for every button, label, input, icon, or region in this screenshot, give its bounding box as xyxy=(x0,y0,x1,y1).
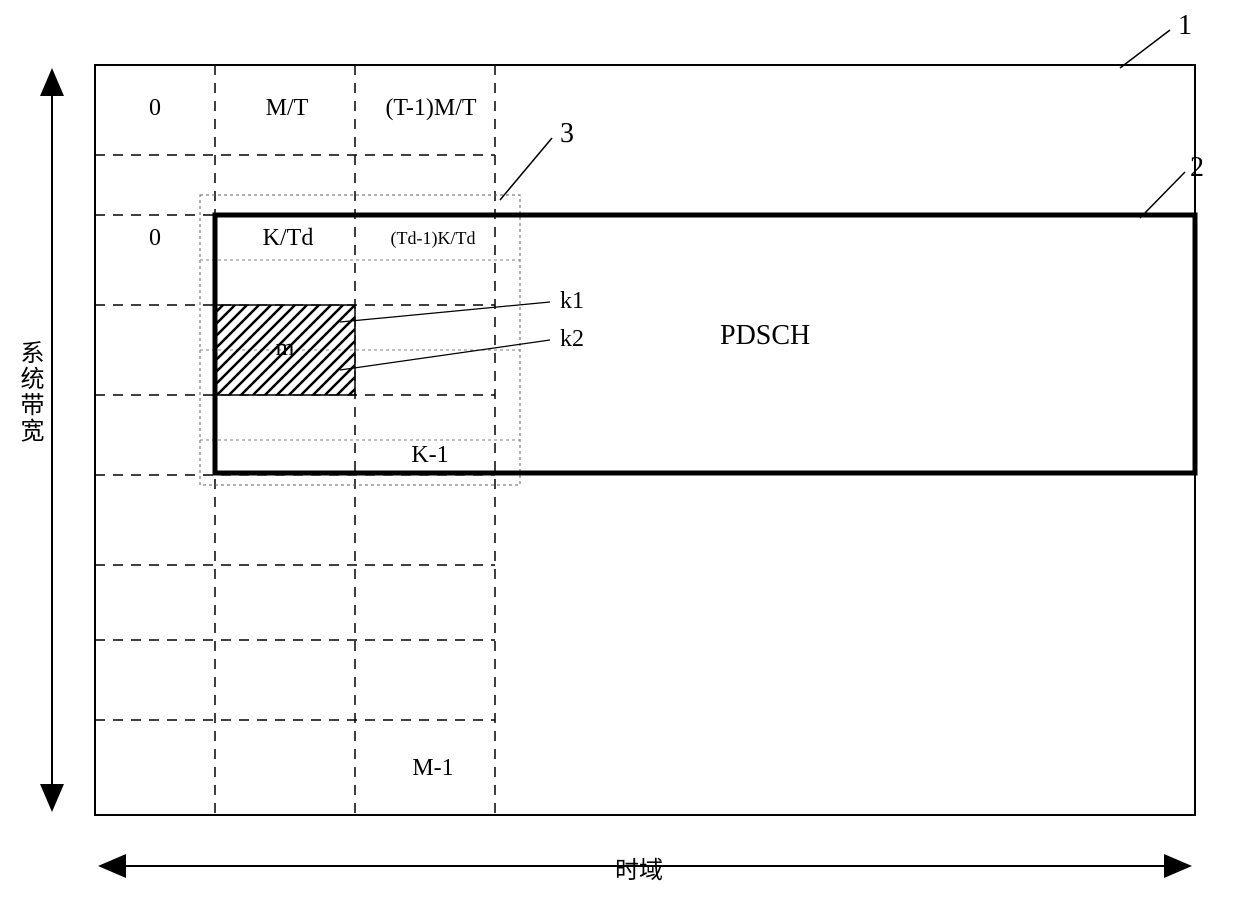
hatched-label-m: m xyxy=(265,335,305,362)
outer-box xyxy=(95,65,1195,815)
outer-col-0: 0 xyxy=(140,95,170,122)
outer-row-last: M-1 xyxy=(398,755,468,782)
k1-label: k1 xyxy=(560,288,584,315)
callout-2: 2 xyxy=(1190,152,1204,184)
y-axis-label: 系统带宽 xyxy=(12,340,47,444)
callout-1: 1 xyxy=(1178,10,1192,42)
x-axis-label: 时域 xyxy=(615,850,663,885)
resource-grid-diagram: 系统带宽 时域 xyxy=(0,0,1240,904)
callout-line-k2 xyxy=(340,340,550,370)
pdsch-label: PDSCH xyxy=(720,320,810,352)
k-row-last: K-1 xyxy=(400,442,460,469)
diagram-svg xyxy=(0,0,1240,904)
callout-line-1 xyxy=(1120,30,1170,68)
outer-col-last: (T-1)M/T xyxy=(366,95,496,122)
callout-line-2 xyxy=(1140,172,1185,218)
callout-3: 3 xyxy=(560,118,574,150)
outer-row-0b: 0 xyxy=(140,225,170,252)
k2-label: k2 xyxy=(560,326,584,353)
k-col-last: (Td-1)K/Td xyxy=(368,228,498,249)
outer-col-mt: M/T xyxy=(252,95,322,122)
pdsch-box xyxy=(215,215,1195,473)
callout-line-k1 xyxy=(340,302,550,322)
k-col-ktd: K/Td xyxy=(248,225,328,252)
callout-line-3 xyxy=(500,138,552,200)
